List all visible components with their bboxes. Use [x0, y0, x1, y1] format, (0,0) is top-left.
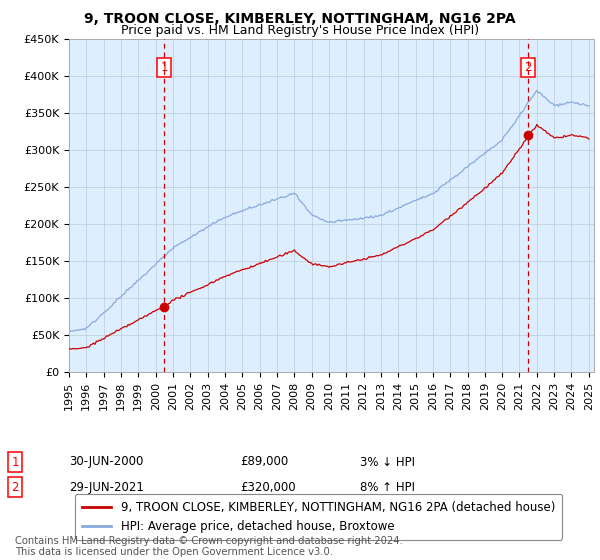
Text: 8% ↑ HPI: 8% ↑ HPI: [360, 480, 415, 494]
Text: 1: 1: [11, 455, 19, 469]
Text: 1: 1: [161, 61, 168, 74]
Text: 3% ↓ HPI: 3% ↓ HPI: [360, 455, 415, 469]
Text: £320,000: £320,000: [240, 480, 296, 494]
Text: £89,000: £89,000: [240, 455, 288, 469]
Text: 30-JUN-2000: 30-JUN-2000: [69, 455, 143, 469]
Text: 2: 2: [11, 480, 19, 494]
Text: Contains HM Land Registry data © Crown copyright and database right 2024.
This d: Contains HM Land Registry data © Crown c…: [15, 535, 403, 557]
Text: 29-JUN-2021: 29-JUN-2021: [69, 480, 144, 494]
Text: Price paid vs. HM Land Registry's House Price Index (HPI): Price paid vs. HM Land Registry's House …: [121, 24, 479, 36]
Legend: 9, TROON CLOSE, KIMBERLEY, NOTTINGHAM, NG16 2PA (detached house), HPI: Average p: 9, TROON CLOSE, KIMBERLEY, NOTTINGHAM, N…: [75, 494, 562, 540]
Text: 9, TROON CLOSE, KIMBERLEY, NOTTINGHAM, NG16 2PA: 9, TROON CLOSE, KIMBERLEY, NOTTINGHAM, N…: [84, 12, 516, 26]
Text: 2: 2: [524, 61, 532, 74]
